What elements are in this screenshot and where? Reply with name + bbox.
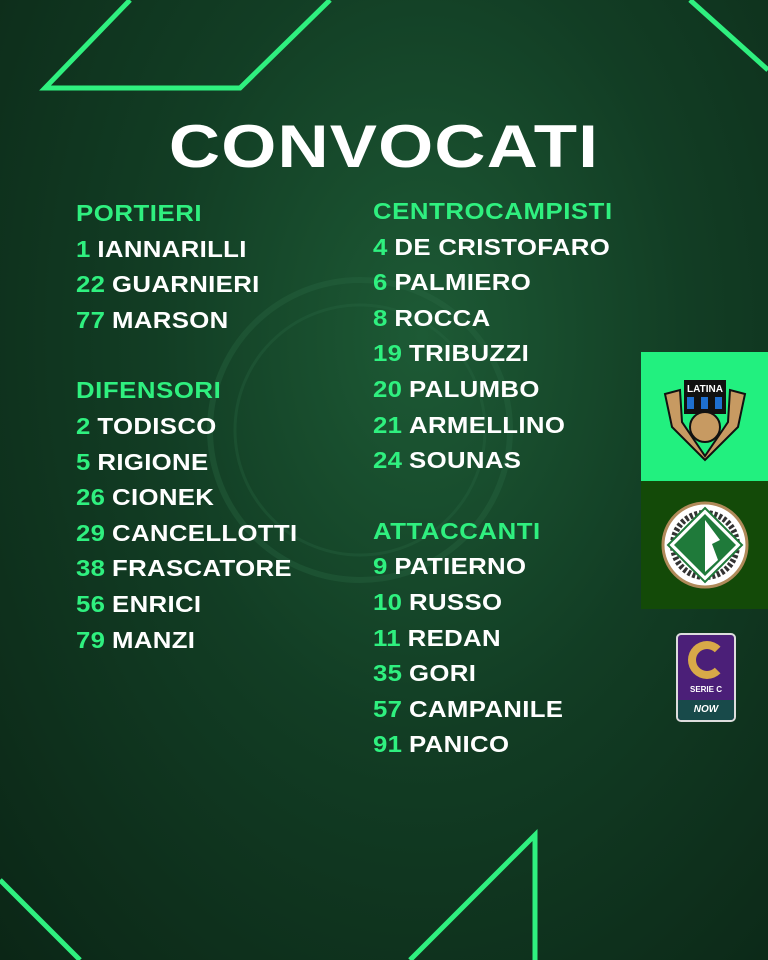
player-row: 21 ARMELLINO xyxy=(373,408,613,444)
section-attaccanti: ATTACCANTI 9 PATIERNO 10 RUSSO 11 REDAN 35 GORI 5… xyxy=(373,514,587,763)
section-header: PORTIERI xyxy=(76,200,203,226)
player-name: PALUMBO xyxy=(409,375,540,402)
player-name: PATIERNO xyxy=(394,553,527,580)
player-name: CAMPANILE xyxy=(409,695,564,722)
player-row: 11 REDAN xyxy=(373,621,613,657)
player-name: ENRICI xyxy=(112,590,202,617)
player-name: TRIBUZZI xyxy=(409,340,530,367)
latina-crest-icon: LATINA xyxy=(663,379,746,461)
player-number: 56 xyxy=(76,590,106,617)
player-number: 79 xyxy=(76,626,106,653)
section-portieri: PORTIERI 1 IANNARILLI 22 GUARNIERI 77 MARSON xyxy=(76,196,274,338)
player-row: 77 MARSON xyxy=(76,303,297,339)
player-name: ROCCA xyxy=(394,304,491,331)
player-row: 38 FRASCATORE xyxy=(76,551,297,587)
player-row: 8 ROCCA xyxy=(373,301,613,337)
player-name: ARMELLINO xyxy=(409,411,566,438)
player-row: 57 CAMPANILE xyxy=(373,692,613,728)
player-row: 10 RUSSO xyxy=(373,585,613,621)
player-row: 1 IANNARILLI xyxy=(76,232,297,268)
player-row: 29 CANCELLOTTI xyxy=(76,516,297,552)
player-number: 1 xyxy=(76,235,91,262)
player-name: PALMIERO xyxy=(394,269,532,296)
section-header: DIFENSORI xyxy=(76,377,222,404)
player-name: RUSSO xyxy=(409,588,503,615)
player-number: 11 xyxy=(373,624,401,651)
player-number: 35 xyxy=(373,660,403,687)
player-row: 22 GUARNIERI xyxy=(76,267,297,303)
player-row: 20 PALUMBO xyxy=(373,372,613,408)
sponsor-label: NOW xyxy=(678,700,734,720)
player-name: REDAN xyxy=(407,624,501,651)
player-number: 9 xyxy=(373,553,388,580)
player-name: SOUNAS xyxy=(409,447,522,474)
latina-logo-box: LATINA xyxy=(641,352,768,481)
player-row: 26 CIONEK xyxy=(76,480,297,516)
player-number: 57 xyxy=(373,695,403,722)
avellino-crest-icon xyxy=(661,501,748,589)
section-header: ATTACCANTI xyxy=(373,517,541,544)
player-number: 8 xyxy=(373,304,388,331)
player-row: 9 PATIERNO xyxy=(373,549,613,585)
section-centrocampisti: CENTROCAMPISTI 4 DE CRISTOFARO 6 PALMIERO 8 RO… xyxy=(373,194,612,479)
player-name: MANZI xyxy=(112,626,196,653)
section-header: CENTROCAMPISTI xyxy=(373,198,613,224)
player-number: 91 xyxy=(373,731,403,758)
avellino-logo-box xyxy=(641,481,768,609)
player-name: PANICO xyxy=(409,731,510,758)
player-number: 4 xyxy=(373,233,388,260)
player-number: 29 xyxy=(76,519,106,546)
competition-label: SERIE C xyxy=(689,685,722,694)
player-name: CIONEK xyxy=(112,484,215,511)
player-row: 6 PALMIERO xyxy=(373,265,613,301)
player-number: 22 xyxy=(76,271,106,298)
player-number: 21 xyxy=(373,411,403,438)
player-name: GORI xyxy=(409,660,477,687)
serie-c-logo-icon xyxy=(688,641,726,679)
page-title: CONVOCATI xyxy=(168,113,600,180)
player-number: 10 xyxy=(373,588,403,615)
player-number: 6 xyxy=(373,269,388,296)
player-name: MARSON xyxy=(112,306,229,333)
player-number: 20 xyxy=(373,375,403,402)
player-name: FRASCATORE xyxy=(112,555,292,582)
serie-c-badge: SERIE C NOW xyxy=(676,633,736,722)
player-number: 19 xyxy=(373,340,403,367)
player-row: 19 TRIBUZZI xyxy=(373,336,613,372)
player-row: 91 PANICO xyxy=(373,727,613,763)
player-number: 24 xyxy=(373,447,403,474)
player-name: GUARNIERI xyxy=(112,271,260,298)
svg-text:LATINA: LATINA xyxy=(687,384,723,395)
right-column: CENTROCAMPISTI 4 DE CRISTOFARO 6 PALMIERO 8 RO… xyxy=(373,194,612,798)
player-number: 2 xyxy=(76,412,91,439)
player-number: 5 xyxy=(76,448,91,475)
player-name: CANCELLOTTI xyxy=(112,519,298,546)
player-row: 5 RIGIONE xyxy=(76,445,297,481)
section-difensori: DIFENSORI 2 TODISCO 5 RIGIONE 26 CIONEK 29 CANCE… xyxy=(76,373,297,658)
player-name: DE CRISTOFARO xyxy=(394,233,611,260)
player-number: 38 xyxy=(76,555,106,582)
player-name: TODISCO xyxy=(97,412,217,439)
player-row: 79 MANZI xyxy=(76,623,297,659)
player-row: 35 GORI xyxy=(373,656,613,692)
player-row: 24 SOUNAS xyxy=(373,443,613,479)
player-row: 4 DE CRISTOFARO xyxy=(373,230,613,266)
player-number: 26 xyxy=(76,484,106,511)
player-name: IANNARILLI xyxy=(97,235,247,262)
player-row: 2 TODISCO xyxy=(76,409,297,445)
left-column: PORTIERI 1 IANNARILLI 22 GUARNIERI 77 MARSON DI… xyxy=(76,196,297,693)
player-name: RIGIONE xyxy=(97,448,209,475)
player-number: 77 xyxy=(76,306,106,333)
player-row: 56 ENRICI xyxy=(76,587,297,623)
